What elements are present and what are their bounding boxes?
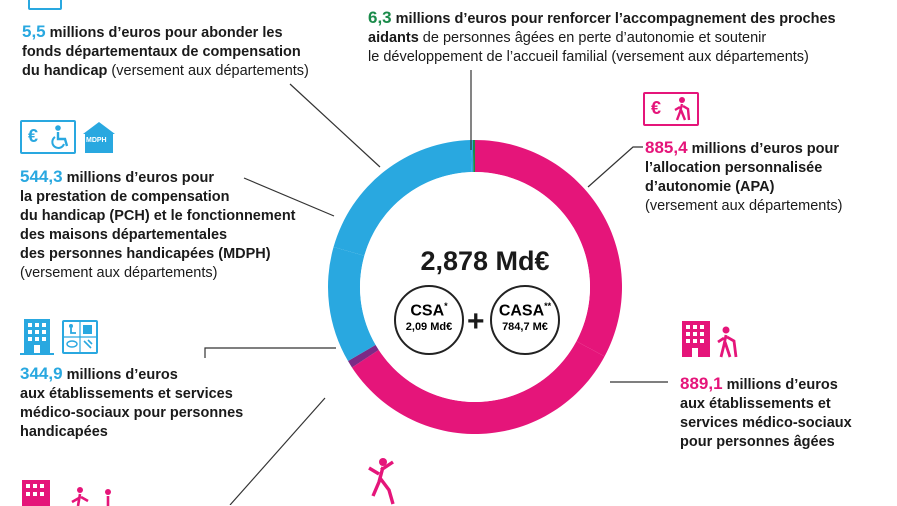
mdph-building-icon: MDPH — [82, 120, 116, 154]
leader-line-5-5 — [289, 83, 381, 168]
label-6-3: 6,3 millions d’euros pour renforcer l’ac… — [368, 8, 836, 65]
donut-slice-1 — [351, 341, 605, 435]
casa-bubble: CASA** 784,7 M€ — [490, 285, 560, 355]
donut-slice-3 — [328, 247, 376, 362]
leader-line-344-9 — [204, 347, 336, 358]
donut-slice-4 — [333, 140, 472, 256]
donut-slice-2 — [348, 344, 379, 368]
euro-icon: € — [28, 126, 39, 146]
partial-person-exercise-icon-bottom — [368, 458, 395, 505]
label-889-1: 889,1 millions d’euros aux établissement… — [680, 374, 852, 450]
label-885-4: 885,4 millions d’euros pour l’allocation… — [645, 138, 843, 214]
euro-elderly-icon: € — [643, 92, 699, 126]
leader-line-544-3 — [243, 177, 335, 217]
value-544-3: 544,3 — [20, 167, 63, 186]
center-total: 2,878 Md€ — [420, 246, 550, 276]
value-885-4: 885,4 — [645, 138, 688, 157]
elderly-person-icon — [674, 97, 691, 121]
elderly-establishment-icon — [682, 321, 738, 358]
label-5-5: 5,5 millions d’euros pour abonder les fo… — [22, 22, 309, 79]
disability-icons-grid — [62, 320, 98, 354]
euro-wheelchair-icon: € — [20, 120, 76, 154]
donut-slice-0 — [475, 140, 623, 357]
label-344-9: 344,9 millions d’euros aux établissement… — [20, 364, 244, 440]
value-5-5: 5,5 — [22, 22, 46, 41]
building-icon — [20, 319, 54, 355]
disability-pictograms-icon — [64, 322, 96, 352]
euro-icon: € — [651, 98, 662, 118]
plus-sign: + — [467, 305, 485, 338]
leader-line-885-4 — [587, 146, 643, 188]
label-544-3: 544,3 millions d’euros pour la prestatio… — [20, 167, 296, 281]
leader-line-lower-left — [229, 397, 326, 505]
value-889-1: 889,1 — [680, 374, 723, 393]
value-6-3: 6,3 — [368, 8, 392, 27]
donut-hole — [360, 172, 590, 402]
partial-building-elderly-icon-bottom-left — [22, 480, 111, 506]
partial-icon-top-left — [28, 0, 62, 10]
csa-bubble: CSA* 2,09 Md€ — [394, 285, 464, 355]
value-344-9: 344,9 — [20, 364, 63, 383]
wheelchair-icon — [51, 125, 69, 149]
donut-slice-6 — [472, 140, 475, 173]
